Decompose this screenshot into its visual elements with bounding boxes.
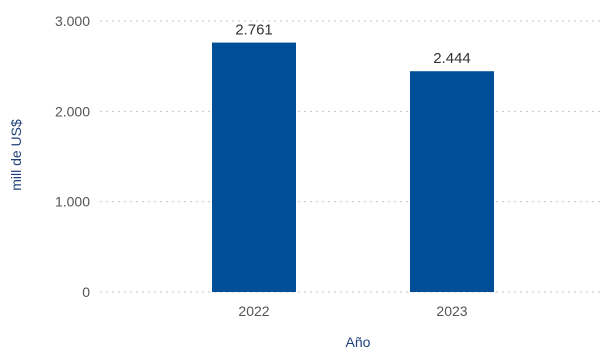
bar-2022 (212, 42, 296, 293)
data-label-2023: 2.444 (433, 50, 471, 67)
data-labels: 2.761 2.444 (235, 22, 471, 68)
x-tick-label-2022: 2022 (238, 303, 269, 319)
y-tick-label: 0 (82, 284, 90, 300)
x-axis-ticks: 2022 2023 (238, 303, 467, 319)
bars (212, 42, 494, 293)
gridlines (100, 20, 600, 293)
x-tick-label-2023: 2023 (436, 303, 467, 319)
y-tick-label: 1.000 (55, 194, 90, 210)
bar-2023 (410, 71, 494, 292)
y-axis-title: mill de US$ (8, 119, 24, 191)
y-axis-ticks: 0 1.000 2.000 3.000 (55, 13, 90, 300)
data-label-2022: 2.761 (235, 22, 273, 39)
y-tick-label: 2.000 (55, 103, 90, 119)
y-tick-label: 3.000 (55, 13, 90, 29)
x-axis-title: Año (346, 334, 371, 350)
